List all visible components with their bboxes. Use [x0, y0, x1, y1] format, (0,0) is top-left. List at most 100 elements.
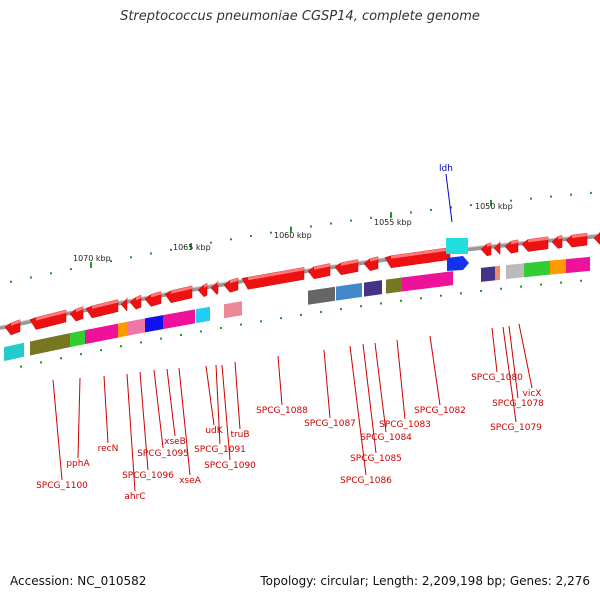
tick-mark-bottom: [580, 279, 582, 282]
gene-arrow-shine: [36, 309, 66, 321]
gene-label: xseB: [164, 437, 186, 447]
cog-block: [550, 259, 566, 275]
label-leader: [215, 364, 221, 445]
gene-arrow-shine: [511, 239, 518, 245]
cog-block: [145, 315, 163, 333]
ldh-cog-block: [446, 238, 468, 254]
gene-label: SPCG_1100: [36, 481, 88, 491]
cog-block: [336, 282, 362, 301]
gene-arrow: [593, 232, 600, 245]
tick-mark-bottom: [400, 299, 402, 302]
gene-arrow-shine: [248, 267, 304, 281]
tick-mark-top: [310, 225, 312, 228]
gene-label: udK: [205, 426, 223, 436]
label-leader: [221, 364, 231, 461]
tick-mark-top: [170, 248, 172, 251]
cog-block: [4, 342, 24, 362]
tick-mark-top: [90, 262, 92, 269]
cog-block: [196, 306, 210, 324]
tick-mark-bottom: [160, 337, 162, 340]
ldh-feature: ldh: [439, 164, 469, 271]
gene-arrow-shine: [151, 291, 161, 298]
tick-mark-top: [410, 211, 412, 214]
label-leader: [153, 369, 164, 449]
tick-mark-top: [50, 272, 52, 275]
gene-label: SPCG_1086: [340, 476, 392, 486]
cog-block: [118, 321, 128, 338]
tick-mark-top: [70, 268, 72, 271]
gene-label: SPCG_1088: [256, 406, 308, 416]
gene-label: pphA: [66, 459, 90, 469]
label-leader: [518, 323, 533, 389]
gene-arrow-shine: [528, 236, 548, 243]
ldh-gene-arrow: [447, 256, 469, 271]
tick-mark-top: [270, 231, 272, 234]
gene-label: ahrC: [124, 492, 145, 502]
tick-mark-top: [330, 222, 332, 225]
tick-label-1070: 1070 kbp: [73, 254, 111, 263]
tick-mark-bottom: [320, 310, 322, 313]
gene-label: SPCG_1085: [350, 454, 402, 464]
tick-mark-bottom: [300, 314, 302, 316]
cog-track: [4, 256, 590, 362]
tick-mark-top: [250, 234, 252, 237]
label-leader: [178, 367, 191, 476]
tick-mark-top: [130, 256, 132, 259]
gene-labels: SPCG_1100pphArecNahrCSPCG_1096SPCG_1095x…: [36, 323, 544, 502]
cog-block: [506, 263, 524, 280]
gene-arrow-shine: [204, 283, 207, 288]
map-title: Streptococcus pneumoniae CGSP14, complet…: [120, 9, 480, 24]
tick-mark-bottom: [220, 326, 222, 329]
gene-label: vicX: [523, 389, 542, 399]
cog-block: [495, 265, 500, 281]
gene-arrow-shine: [572, 233, 587, 239]
tick-mark-bottom: [500, 287, 502, 290]
label-leader: [277, 355, 283, 406]
cog-block: [386, 277, 402, 294]
ldh-leader: [445, 173, 453, 223]
tick-mark-bottom: [260, 320, 262, 323]
tick-label-1065: 1065 kbp: [173, 243, 211, 252]
label-leader: [374, 342, 387, 433]
tick-mark-bottom: [120, 345, 122, 348]
cog-block: [402, 271, 453, 292]
accession-text: Accession: NC_010582: [10, 574, 147, 588]
tick-mark-bottom: [180, 334, 182, 336]
gene-arrow-shine: [171, 285, 192, 294]
tick-mark-bottom: [560, 281, 562, 284]
label-leader: [349, 345, 367, 476]
gene-label: SPCG_1080: [471, 373, 523, 383]
tick-mark-bottom: [240, 323, 242, 326]
label-leader: [502, 326, 517, 423]
gene-label: SPCG_1090: [204, 461, 256, 471]
tick-label-1050: 1050 kbp: [475, 202, 513, 211]
tick-mark-top: [370, 216, 372, 219]
tick-mark-top: [210, 241, 212, 244]
gene-label: SPCG_1087: [304, 419, 356, 429]
cog-block: [481, 266, 495, 282]
label-leader: [166, 368, 176, 437]
cog-block: [308, 286, 335, 305]
cog-block: [224, 301, 242, 319]
tick-mark-bottom: [380, 302, 382, 305]
label-leader: [77, 377, 81, 459]
gene-label: SPCG_1078: [492, 399, 544, 409]
tick-mark-top: [530, 197, 532, 200]
tick-mark-bottom: [40, 361, 42, 364]
ldh-label: ldh: [439, 164, 453, 174]
label-leader: [396, 339, 406, 420]
gene-label: recN: [98, 444, 119, 454]
gene-label: xseA: [179, 476, 202, 486]
tick-mark-bottom: [440, 294, 442, 297]
tick-mark-top: [230, 238, 232, 241]
label-leader: [491, 327, 498, 373]
tick-mark-top: [470, 204, 472, 207]
tick-mark-top: [450, 206, 452, 209]
gene-arrow-shine: [230, 277, 238, 284]
tick-mark-top: [550, 195, 552, 198]
gene-arrow-shine: [487, 242, 491, 247]
label-leader: [508, 325, 519, 399]
tick-label-1055: 1055 kbp: [374, 218, 412, 227]
tick-mark-bottom: [480, 290, 482, 292]
label-leader: [323, 349, 331, 419]
